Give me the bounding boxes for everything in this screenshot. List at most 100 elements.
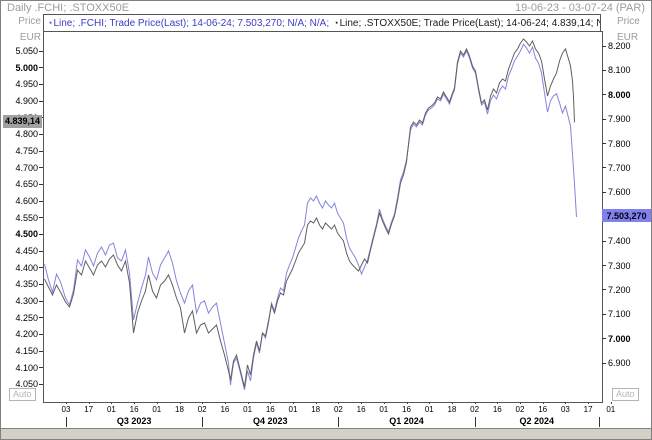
date-tick	[406, 402, 408, 404]
price-lines-canvas	[44, 38, 577, 391]
left-axis-tick	[39, 200, 43, 202]
fchi-last-price-badge: 7.503,270	[602, 209, 651, 223]
legend-item-fchi[interactable]: ◔Line; .FCHI; Trade Price(Last); 14-06-2…	[47, 18, 329, 29]
date-tick	[224, 402, 226, 404]
left-axis-tick	[39, 383, 43, 385]
left-axis-tick	[39, 100, 43, 102]
chart-plot-area[interactable]	[43, 31, 603, 403]
left-axis-tick-label: 4.250	[15, 312, 38, 323]
left-axis-tick	[39, 300, 43, 302]
date-tick	[111, 402, 113, 404]
quarter-label: Q4 2023	[253, 416, 288, 426]
left-axis-price-label: Price	[18, 16, 41, 27]
left-axis-tick-label: 4.100	[15, 362, 38, 373]
quarter-label: Q3 2023	[116, 416, 152, 426]
right-axis-tick	[602, 118, 606, 120]
quarter-divider	[66, 417, 67, 427]
date-tick-label: 16	[265, 405, 275, 414]
date-tick	[315, 402, 317, 404]
left-axis-tick	[39, 333, 43, 335]
date-tick-label: 01	[606, 405, 616, 414]
left-axis-tick-label: 4.800	[15, 129, 38, 140]
quarter-divider	[474, 417, 476, 427]
right-axis-auto-button[interactable]: Auto	[612, 388, 639, 401]
date-tick-label: 16	[538, 405, 548, 414]
quarter-label: Q2 2024	[519, 416, 555, 426]
right-axis-tick-label: 7.100	[608, 309, 631, 320]
right-axis-tick	[602, 191, 606, 193]
date-tick	[542, 402, 544, 404]
date-tick-label: 18	[447, 405, 457, 414]
right-axis-tick-label: 7.000	[608, 333, 631, 344]
left-axis-auto-button[interactable]: Auto	[9, 388, 36, 401]
left-axis-tick	[39, 167, 43, 169]
right-axis-tick	[602, 143, 606, 145]
left-axis-tick-label: 4.400	[15, 262, 38, 273]
date-tick	[565, 402, 567, 404]
right-axis-tick-label: 7.900	[608, 114, 631, 125]
left-axis-tick	[39, 183, 43, 185]
quarter-divider	[599, 417, 600, 427]
left-axis-tick	[39, 233, 43, 235]
left-axis-tick	[39, 150, 43, 152]
date-tick-label: 03	[61, 405, 71, 414]
right-axis-tick-label: 8.100	[608, 65, 631, 76]
date-tick	[361, 402, 363, 404]
left-axis-tick-label: 4.350	[15, 279, 38, 290]
right-axis-tick	[602, 265, 606, 266]
date-tick	[270, 402, 272, 404]
date-tick-label: 16	[356, 405, 366, 414]
right-axis-tick	[602, 94, 606, 96]
left-axis-tick-label: 4.700	[15, 162, 38, 173]
right-axis-currency-label: EUR	[617, 32, 639, 43]
right-axis-tick	[602, 167, 606, 169]
date-tick	[383, 402, 385, 404]
legend-item-stoxx50e[interactable]: ◔Line; .STOXX50E; Trade Price(Last); 14-…	[333, 17, 600, 29]
left-axis-tick-label: 5.050	[15, 46, 38, 56]
left-axis-tick	[39, 317, 43, 319]
right-axis-tick	[602, 338, 606, 340]
left-axis-tick-label: 4.650	[15, 179, 38, 190]
left-axis-tick-label: 4.500	[15, 229, 38, 240]
left-axis-currency-label: EUR	[19, 32, 41, 43]
date-tick-label: 01	[288, 405, 298, 414]
date-tick-label: 18	[175, 405, 184, 414]
right-axis-tick	[602, 69, 606, 71]
date-tick	[134, 402, 136, 404]
date-range-label: 19-06-23 - 03-07-24 (PAR)	[514, 2, 645, 14]
left-axis-tick	[39, 83, 43, 85]
date-tick-label: 02	[333, 405, 343, 414]
date-tick-label: 02	[197, 405, 207, 414]
left-axis-tick-label: 4.150	[15, 346, 38, 356]
right-axis-tick-label: 7.700	[608, 162, 631, 173]
right-axis-tick-label: 8.000	[608, 89, 631, 100]
right-axis-tick-label: 7.600	[608, 187, 631, 198]
window-resize-strip	[1, 428, 651, 439]
date-tick	[179, 402, 181, 404]
left-axis-tick-label: 4.750	[15, 146, 38, 156]
right-axis-tick	[602, 240, 606, 242]
legend-item-label: Line; .STOXX50E; Trade Price(Last); 14-0…	[339, 17, 600, 29]
date-tick-label: 01	[243, 405, 253, 414]
left-axis-tick-label: 4.450	[15, 246, 38, 256]
right-axis-tick-label: 7.200	[608, 284, 631, 295]
stoxx50e-last-price-badge: 4.839,14	[3, 114, 42, 128]
date-tick	[429, 402, 431, 404]
right-axis-tick-label: 6.900	[608, 358, 631, 369]
date-tick	[88, 402, 90, 404]
series-line-stoxx50e	[44, 38, 575, 388]
legend: ◔Line; .FCHI; Trade Price(Last); 14-06-2…	[43, 14, 601, 31]
left-axis-tick	[39, 217, 43, 219]
series-marker-icon: ◔	[333, 17, 339, 28]
date-tick-label: 01	[152, 405, 162, 414]
right-axis-tick-label: 7.300	[608, 260, 631, 271]
left-axis-tick-label: 4.950	[15, 79, 38, 90]
date-tick-label: 16	[220, 405, 230, 414]
legend-item-label: Line; .FCHI; Trade Price(Last); 14-06-24…	[53, 17, 330, 29]
date-tick-label: 16	[129, 405, 139, 414]
date-tick-label: 01	[106, 405, 116, 414]
left-axis-tick	[39, 283, 43, 285]
quarter-label: Q1 2024	[389, 416, 424, 426]
date-tick	[588, 402, 590, 404]
